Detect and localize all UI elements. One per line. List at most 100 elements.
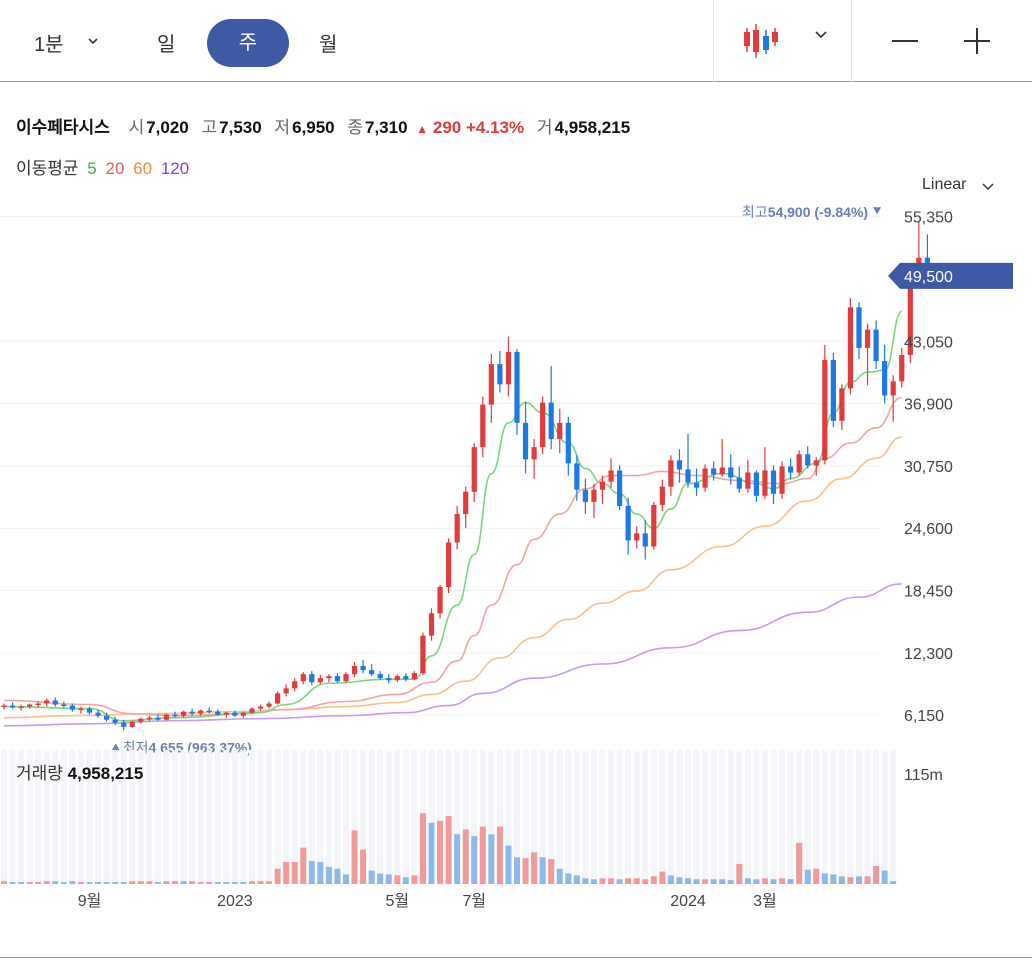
up-triangle-icon: ▲ (416, 122, 429, 136)
ma-5-line (3, 310, 903, 722)
volume-slot (274, 750, 281, 884)
volume-bar (77, 882, 84, 884)
volume-bar (394, 875, 401, 884)
volume-slot (240, 750, 247, 884)
tab-week[interactable]: 주 (207, 19, 289, 67)
volume-bar (52, 881, 59, 884)
volume-slot (813, 750, 820, 884)
volume-slot (556, 750, 563, 884)
volume-bar (565, 873, 572, 884)
volume-slot (137, 750, 144, 884)
candle-body (121, 722, 127, 727)
candle-body (617, 470, 623, 506)
price-tick-label: 36,900 (904, 397, 953, 414)
volume-bar (873, 865, 880, 884)
change-value: 290 (432, 118, 462, 137)
candlestick-chart-type-icon[interactable] (742, 22, 782, 60)
candle-body (394, 676, 400, 681)
volume-bar (890, 881, 897, 884)
volume-bar (556, 868, 563, 884)
candle-body (471, 447, 477, 492)
volume-slot (368, 750, 375, 884)
volume-bar (856, 876, 862, 884)
open-label: 시 (128, 118, 145, 137)
volume-bar (505, 845, 512, 884)
volume-slot (266, 750, 273, 884)
time-tick-label: 2024 (670, 893, 706, 910)
volume-slot (804, 750, 811, 884)
volume-slot (676, 750, 683, 884)
volume-bar (462, 829, 469, 884)
volume-bar (496, 826, 503, 884)
volume-bar (744, 878, 751, 884)
candle-body (446, 542, 452, 587)
candle-body (625, 505, 631, 541)
candle-body (634, 533, 640, 541)
volume-slot (693, 750, 700, 884)
volume-slot (830, 750, 837, 884)
chevron-down-icon[interactable] (88, 36, 98, 46)
chevron-down-icon[interactable] (814, 30, 828, 40)
candle-body (428, 613, 435, 636)
candle-body (531, 447, 537, 460)
volume-bar (197, 882, 204, 884)
volume-slot (642, 750, 649, 884)
scale-select[interactable]: Linear (922, 176, 967, 193)
volume-bar (69, 881, 76, 884)
candle-body (155, 717, 161, 720)
volume-slot (231, 750, 238, 884)
volume-slot (300, 750, 307, 884)
candle-body (890, 381, 896, 396)
ma-120-line (3, 583, 902, 727)
volume-slot (702, 750, 709, 884)
candle-body (275, 693, 281, 704)
candle-body (351, 666, 358, 675)
candle-body (907, 273, 913, 355)
volume-slot (154, 750, 161, 884)
volume-bar (796, 842, 803, 884)
candle-body (35, 703, 41, 706)
tab-day[interactable]: 일 (157, 34, 176, 56)
volume-bar (231, 882, 238, 884)
volume-label: 거 (536, 118, 553, 137)
price-tick-label: 30,750 (904, 459, 953, 476)
candle-body (240, 712, 246, 716)
candle-body (770, 470, 777, 494)
volume-bar (727, 880, 734, 884)
candle-body (574, 463, 580, 490)
candle-body (591, 489, 597, 502)
high-value: 7,530 (219, 118, 262, 137)
volume-slot (437, 750, 444, 884)
candle-body (377, 674, 383, 679)
volume-bar (223, 882, 230, 884)
volume-bar (317, 861, 324, 884)
zoom-in-icon[interactable] (964, 28, 990, 54)
time-tick-label: 5월 (385, 892, 409, 910)
candle-body (44, 700, 50, 704)
volume-bar (334, 868, 341, 884)
volume-bar (590, 879, 597, 884)
candle-body (745, 472, 751, 489)
volume-slot (761, 750, 768, 884)
volume-bar (308, 861, 315, 884)
candle-body (488, 364, 494, 405)
candle-body (899, 354, 905, 382)
volume-bar (368, 870, 375, 884)
interval-select[interactable]: 1분 (34, 34, 64, 56)
volume-slot (667, 750, 674, 884)
moving-average-legend[interactable]: 이동평균 5 20 60 120 (16, 154, 193, 179)
candle-body (104, 715, 110, 720)
low-value: 6,950 (292, 118, 335, 137)
volume-bar (283, 861, 290, 884)
candle-body (753, 472, 759, 496)
volume-bar (343, 874, 349, 884)
tab-month[interactable]: 월 (319, 34, 338, 56)
volume-bar (172, 881, 178, 884)
candle-body (505, 351, 512, 385)
candle-body (711, 468, 717, 475)
volume-bar (154, 882, 161, 884)
volume-slot (471, 750, 478, 884)
zoom-out-icon[interactable] (892, 40, 918, 42)
chevron-down-icon[interactable] (982, 182, 994, 192)
